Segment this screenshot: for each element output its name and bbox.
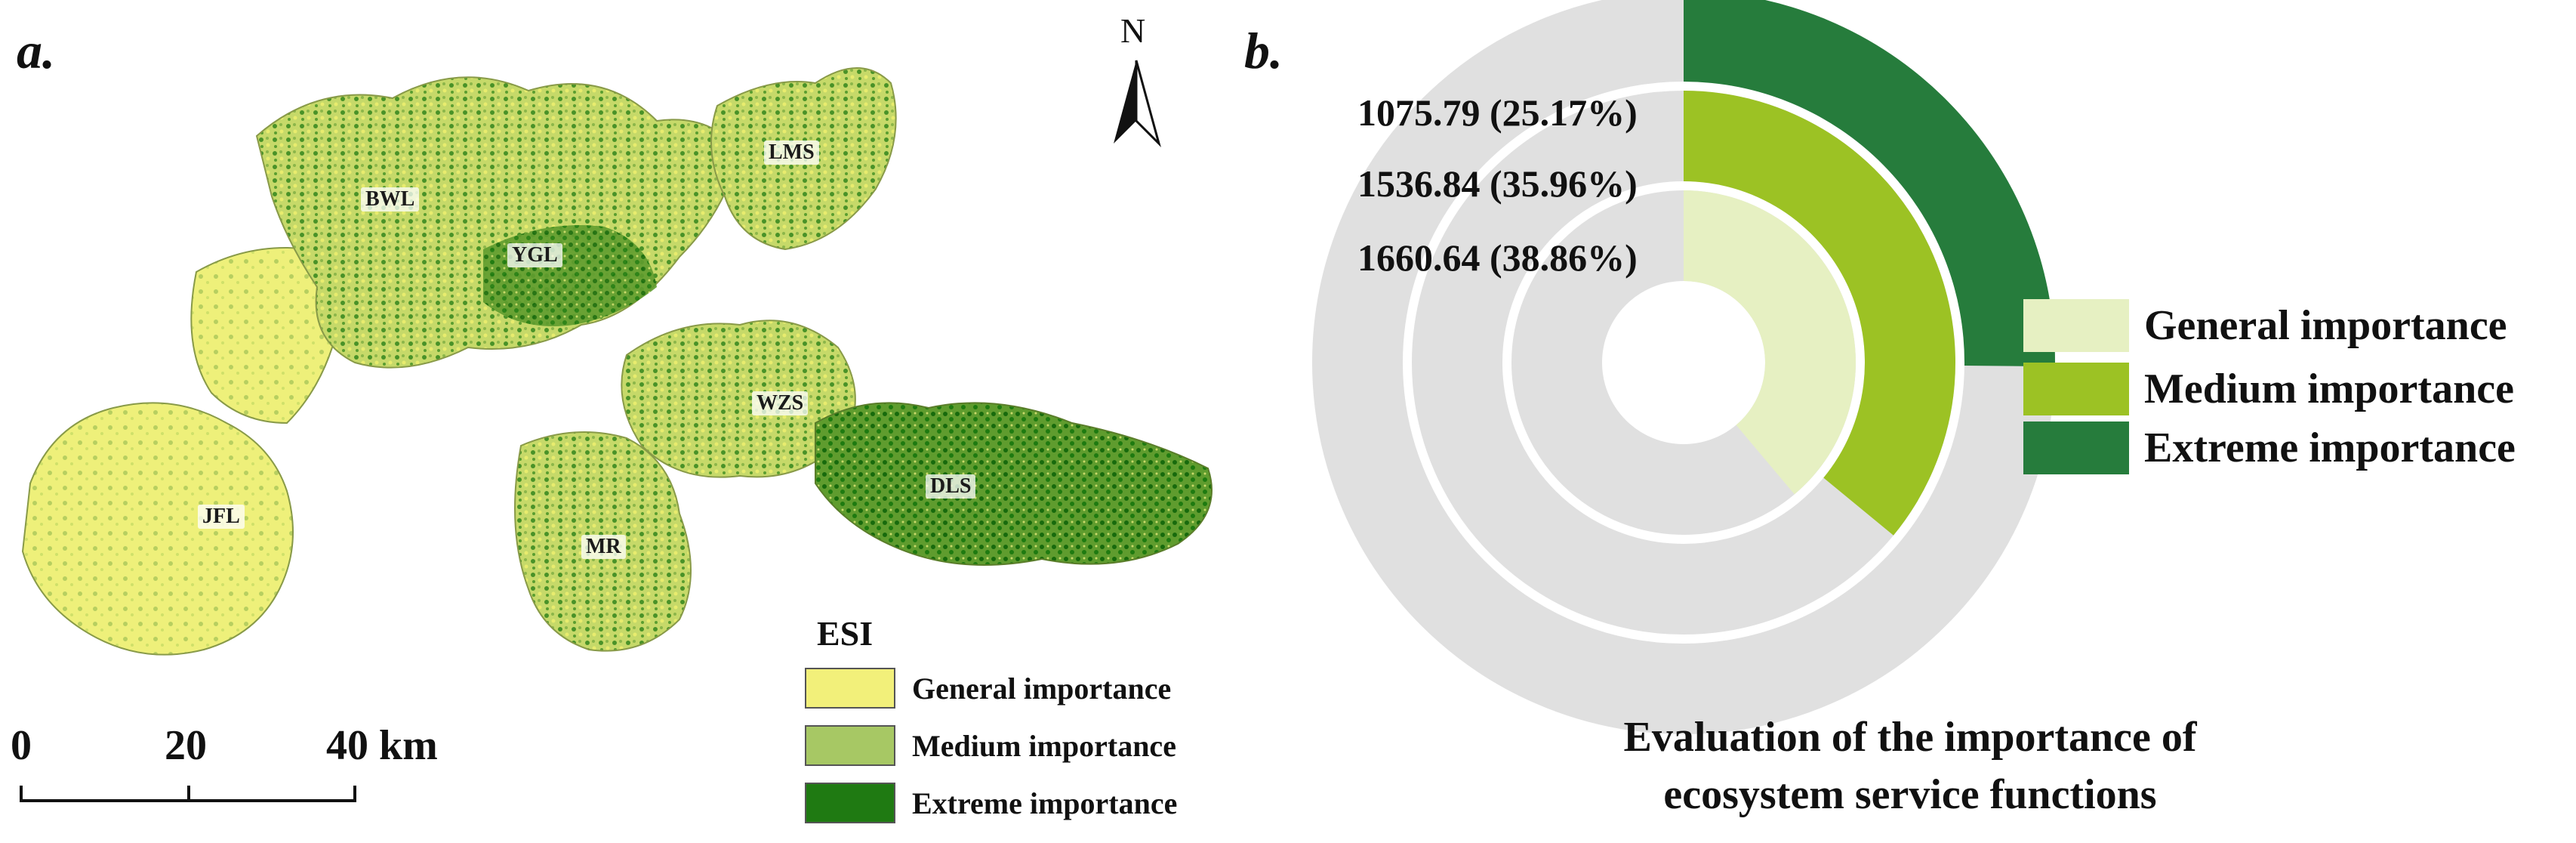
place-label-bwl: BWL — [361, 187, 420, 212]
map-legend-title: ESI — [817, 614, 874, 653]
map-legend-swatch-extreme — [805, 783, 895, 823]
ring-legend-swatch-general — [2023, 299, 2129, 352]
ring-label-extreme: 1075.79 (25.17%) — [1357, 91, 1638, 134]
ring-legend-swatch-medium — [2023, 363, 2129, 415]
ring-legend-item-general: General importance — [2023, 299, 2507, 352]
scale-bar — [20, 786, 356, 802]
ring-legend-label: Extreme importance — [2144, 425, 2516, 471]
panel-a-letter: a. — [17, 22, 55, 79]
map-legend-label: General importance — [912, 671, 1172, 706]
map-legend-item-extreme: Extreme importance — [805, 783, 1177, 823]
ring-legend-label: Medium importance — [2144, 366, 2514, 412]
map-legend-item-medium: Medium importance — [805, 725, 1176, 766]
place-label-ygl: YGL — [507, 243, 562, 267]
ring-legend-item-extreme: Extreme importance — [2023, 422, 2516, 474]
north-arrow-icon — [1114, 60, 1161, 148]
place-label-jfl: JFL — [198, 505, 245, 529]
ring-arc-extreme-importance — [1684, 0, 2055, 367]
chart-title-line1: Evaluation of the importance of — [1623, 714, 2197, 761]
ring-arc-general-importance — [1684, 190, 1857, 495]
scale-tick-20: 20 — [165, 722, 207, 769]
region-jfl — [21, 402, 294, 656]
esi-map — [20, 60, 1213, 802]
place-label-mr: MR — [581, 535, 626, 559]
place-label-dls: DLS — [926, 474, 976, 499]
scale-tick-0: 0 — [11, 722, 32, 769]
place-label-wzs: WZS — [752, 391, 809, 415]
ring-legend-swatch-extreme — [2023, 422, 2129, 474]
north-label: N — [1120, 11, 1146, 50]
ring-label-general: 1660.64 (38.86%) — [1357, 236, 1638, 279]
ring-legend-label: General importance — [2144, 302, 2507, 349]
ring-label-medium: 1536.84 (35.96%) — [1357, 162, 1638, 205]
region-west — [190, 247, 340, 425]
map-legend-label: Extreme importance — [912, 786, 1178, 820]
scale-tick-40: 40 km — [326, 722, 438, 769]
chart-title-line2: ecosystem service functions — [1663, 771, 2157, 818]
region-dls — [815, 402, 1213, 566]
map-legend-item-general: General importance — [805, 668, 1171, 709]
map-legend-swatch-medium — [805, 725, 895, 766]
place-label-lms: LMS — [764, 140, 819, 165]
map-legend-label: Medium importance — [912, 728, 1176, 763]
ring-arc-medium-importance — [1684, 91, 1956, 536]
map-legend-swatch-general — [805, 668, 895, 709]
ring-legend-item-medium: Medium importance — [2023, 363, 2514, 415]
panel-b-letter: b. — [1244, 22, 1283, 79]
